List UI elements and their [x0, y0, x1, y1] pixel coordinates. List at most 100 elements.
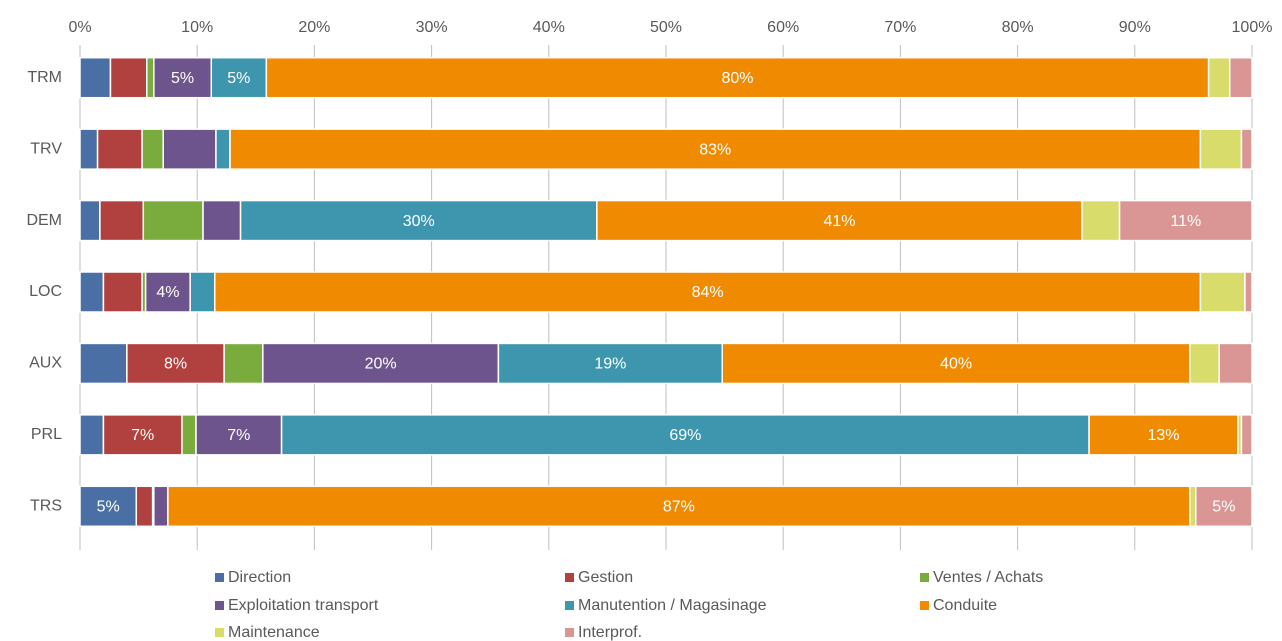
legend-label: Interprof. [578, 624, 642, 641]
bar-segment [79, 56, 112, 99]
legend-swatch [215, 628, 224, 637]
bar-segment [1207, 56, 1231, 99]
bar-segment [96, 128, 143, 170]
bar-segment [189, 271, 216, 313]
bar-segment [1240, 128, 1253, 170]
y-tick-label: AUX [29, 355, 62, 372]
bar-segment [126, 342, 225, 385]
data-label: 20% [365, 356, 397, 373]
legend-swatch [920, 573, 929, 582]
x-tick-label: 10% [181, 19, 213, 36]
data-label: 13% [1147, 427, 1179, 444]
data-label: 7% [131, 427, 154, 444]
bar-segment [102, 271, 143, 313]
bar-segment [79, 414, 105, 456]
bar-segment [1118, 199, 1253, 242]
data-label: 69% [669, 427, 701, 444]
bar-segment [280, 414, 1090, 456]
data-label: 84% [692, 284, 724, 301]
y-tick-label: TRS [30, 498, 62, 515]
bar-segment [214, 271, 1202, 313]
bar-segment [1240, 414, 1253, 456]
x-tick-label: 70% [884, 19, 916, 36]
bar-segment [596, 199, 1083, 242]
bar-segment [135, 485, 154, 528]
bar-segment [99, 199, 145, 242]
bar-segment [167, 485, 1191, 528]
x-tick-label: 40% [533, 19, 565, 36]
legend-swatch [565, 573, 574, 582]
data-label: 87% [663, 499, 695, 516]
bar-segment [142, 199, 204, 242]
legend-label: Exploitation transport [228, 597, 379, 614]
bar-segment [239, 199, 598, 242]
x-tick-label: 50% [650, 19, 682, 36]
bar-segment [79, 128, 99, 170]
y-tick-label: DEM [26, 212, 62, 229]
y-tick-label: TRV [30, 140, 62, 157]
y-tick-label: TRM [27, 69, 62, 86]
data-label: 19% [594, 356, 626, 373]
bar-segment [229, 128, 1202, 170]
bar-segment [1228, 56, 1253, 99]
data-label: 41% [823, 213, 855, 230]
bar-segment [109, 56, 148, 99]
bar-segment [1194, 485, 1253, 528]
legend-label: Ventes / Achats [933, 569, 1043, 586]
bar-segment [1218, 342, 1253, 385]
legend-swatch [565, 601, 574, 610]
bar-segment [181, 414, 197, 456]
x-tick-label: 0% [68, 19, 91, 36]
x-tick-label: 90% [1119, 19, 1151, 36]
data-label: 5% [171, 70, 194, 87]
bar-segment [153, 56, 213, 99]
bar-segment [1088, 414, 1239, 456]
bar-segment [497, 342, 724, 385]
bar-segment [202, 199, 242, 242]
data-label: 5% [1212, 499, 1235, 516]
bar-segment [162, 128, 217, 170]
data-label: 5% [227, 70, 250, 87]
data-label: 30% [403, 213, 435, 230]
data-label: 8% [164, 356, 187, 373]
bar-segment [262, 342, 500, 385]
legend-label: Gestion [578, 569, 633, 586]
x-tick-label: 60% [767, 19, 799, 36]
bar-segment [141, 128, 164, 170]
legend-swatch [215, 573, 224, 582]
x-tick-label: 30% [416, 19, 448, 36]
data-label: 80% [721, 70, 753, 87]
bar-segment [1244, 271, 1253, 313]
y-tick-label: LOC [29, 283, 62, 300]
data-label: 4% [156, 284, 179, 301]
legend-label: Direction [228, 569, 291, 586]
bar-segment [79, 271, 105, 313]
legend-label: Conduite [933, 597, 997, 614]
data-label: 11% [1170, 213, 1201, 230]
x-tick-label: 20% [298, 19, 330, 36]
data-label: 7% [227, 427, 250, 444]
bar-segment [1199, 128, 1243, 170]
bar-segment [144, 271, 191, 313]
bar-segment [223, 342, 264, 385]
legend-swatch [215, 601, 224, 610]
bar-segment [153, 485, 169, 528]
x-tick-label: 80% [1002, 19, 1034, 36]
bar-segment [146, 56, 155, 99]
bar-segment [1189, 485, 1197, 528]
bar-segment [79, 199, 101, 242]
bar-segment [79, 342, 128, 385]
bar-segment [1189, 342, 1220, 385]
x-tick-label: 100% [1232, 19, 1273, 36]
data-label: 83% [699, 141, 731, 158]
bar-segment [79, 485, 138, 528]
y-tick-label: PRL [31, 426, 62, 443]
legend-swatch [565, 628, 574, 637]
legend-label: Manutention / Magasinage [578, 597, 767, 614]
bar-segment [1199, 271, 1246, 313]
bar-segment [210, 56, 268, 99]
data-label: 40% [940, 356, 972, 373]
bar-segment [215, 128, 231, 170]
